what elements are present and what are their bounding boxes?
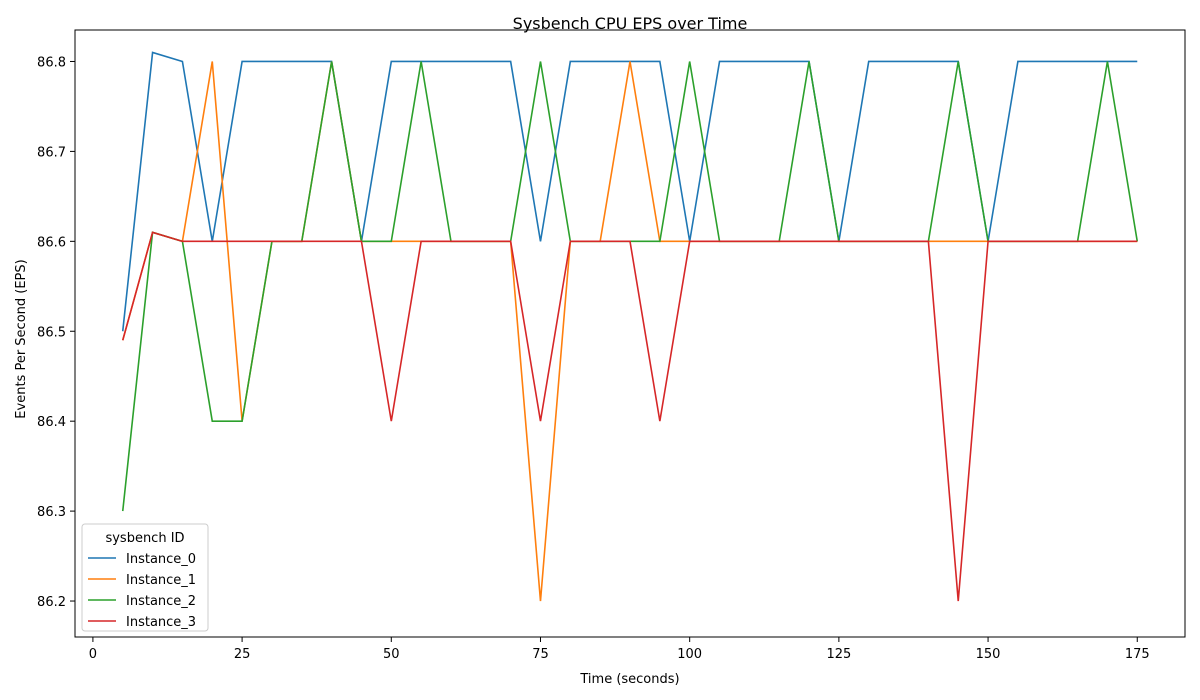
x-tick-label: 75 xyxy=(532,647,549,662)
legend-label: Instance_3 xyxy=(126,615,196,630)
legend-title: sysbench ID xyxy=(105,531,184,546)
x-tick-label: 175 xyxy=(1125,647,1150,662)
series-line-instance-3 xyxy=(121,231,1138,602)
y-tick-label: 86.8 xyxy=(37,55,66,70)
y-tick-label: 86.7 xyxy=(37,145,66,160)
x-tick-label: 100 xyxy=(677,647,702,662)
y-tick-label: 86.6 xyxy=(37,235,66,250)
y-tick-label: 86.5 xyxy=(37,325,66,340)
series-line-instance-1 xyxy=(121,61,1138,602)
x-axis-title: Time (seconds) xyxy=(579,672,679,687)
axes-frame xyxy=(74,29,1186,638)
series-line-instance-0 xyxy=(121,51,1138,332)
legend: sysbench ID Instance_0 Instance_1 Instance… xyxy=(81,523,209,632)
legend-label: Instance_2 xyxy=(126,594,196,609)
x-tick-label: 150 xyxy=(976,647,1001,662)
plot-area xyxy=(121,51,1139,602)
legend-label: Instance_0 xyxy=(126,552,196,567)
y-axis-title: Events Per Second (EPS) xyxy=(14,259,29,418)
y-axis: 86.2 86.3 86.4 86.5 86.6 86.7 86.8 xyxy=(37,55,75,610)
x-axis: 0 25 50 75 100 125 150 175 xyxy=(89,637,1150,662)
legend-box xyxy=(81,523,209,632)
chart-title: Sysbench CPU EPS over Time xyxy=(513,14,748,33)
legend-label: Instance_1 xyxy=(126,573,196,588)
x-tick-label: 25 xyxy=(234,647,251,662)
x-tick-label: 50 xyxy=(383,647,400,662)
x-tick-label: 125 xyxy=(826,647,851,662)
y-tick-label: 86.4 xyxy=(37,415,66,430)
x-tick-label: 0 xyxy=(89,647,97,662)
y-tick-label: 86.2 xyxy=(37,595,66,610)
y-tick-label: 86.3 xyxy=(37,505,66,520)
